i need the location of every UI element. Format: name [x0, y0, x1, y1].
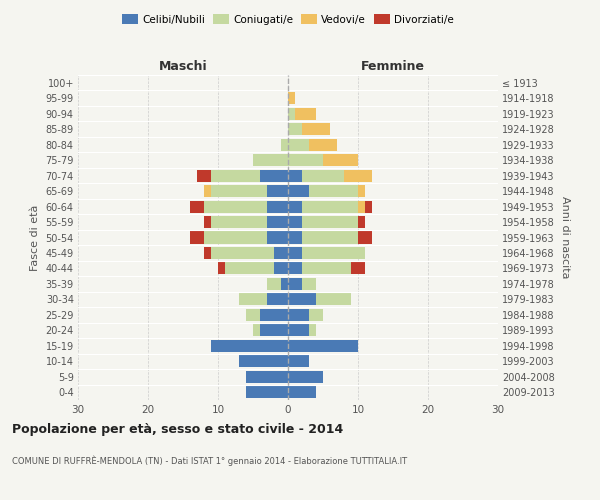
- Bar: [302, 200, 358, 212]
- Bar: [309, 138, 337, 150]
- Bar: [260, 324, 288, 336]
- Bar: [288, 278, 302, 290]
- Bar: [295, 108, 316, 120]
- Bar: [190, 232, 204, 243]
- Bar: [288, 170, 302, 181]
- Bar: [204, 232, 267, 243]
- Bar: [309, 185, 358, 197]
- Bar: [253, 154, 288, 166]
- Bar: [239, 294, 267, 306]
- Bar: [246, 371, 288, 383]
- Bar: [281, 138, 288, 150]
- Bar: [288, 138, 309, 150]
- Bar: [316, 294, 351, 306]
- Text: COMUNE DI RUFFRÈ-MENDOLA (TN) - Dati ISTAT 1° gennaio 2014 - Elaborazione TUTTIT: COMUNE DI RUFFRÈ-MENDOLA (TN) - Dati IST…: [12, 455, 407, 466]
- Bar: [225, 262, 274, 274]
- Bar: [288, 340, 358, 352]
- Bar: [288, 216, 302, 228]
- Bar: [288, 232, 302, 243]
- Bar: [358, 216, 365, 228]
- Bar: [211, 216, 267, 228]
- Bar: [267, 200, 288, 212]
- Y-axis label: Fasce di età: Fasce di età: [30, 204, 40, 270]
- Bar: [358, 232, 372, 243]
- Bar: [302, 278, 316, 290]
- Bar: [267, 216, 288, 228]
- Text: Maschi: Maschi: [158, 60, 208, 72]
- Bar: [211, 247, 274, 259]
- Bar: [288, 185, 309, 197]
- Bar: [211, 170, 260, 181]
- Bar: [288, 123, 302, 135]
- Bar: [267, 278, 281, 290]
- Bar: [302, 216, 358, 228]
- Bar: [239, 356, 288, 368]
- Bar: [288, 324, 309, 336]
- Bar: [274, 247, 288, 259]
- Bar: [260, 309, 288, 321]
- Legend: Celibi/Nubili, Coniugati/e, Vedovi/e, Divorziati/e: Celibi/Nubili, Coniugati/e, Vedovi/e, Di…: [118, 10, 458, 29]
- Y-axis label: Anni di nascita: Anni di nascita: [560, 196, 571, 279]
- Bar: [288, 386, 316, 398]
- Bar: [288, 371, 323, 383]
- Bar: [365, 200, 372, 212]
- Bar: [204, 185, 211, 197]
- Bar: [358, 185, 365, 197]
- Bar: [246, 386, 288, 398]
- Bar: [197, 170, 211, 181]
- Bar: [344, 170, 372, 181]
- Bar: [288, 92, 295, 104]
- Bar: [267, 294, 288, 306]
- Bar: [288, 108, 295, 120]
- Bar: [260, 170, 288, 181]
- Bar: [204, 247, 211, 259]
- Bar: [211, 340, 288, 352]
- Bar: [281, 278, 288, 290]
- Bar: [288, 154, 323, 166]
- Bar: [267, 185, 288, 197]
- Bar: [267, 232, 288, 243]
- Bar: [302, 170, 344, 181]
- Bar: [351, 262, 365, 274]
- Bar: [302, 247, 365, 259]
- Bar: [302, 262, 351, 274]
- Bar: [302, 232, 358, 243]
- Bar: [204, 216, 211, 228]
- Bar: [204, 200, 267, 212]
- Bar: [288, 294, 316, 306]
- Bar: [218, 262, 225, 274]
- Bar: [309, 309, 323, 321]
- Bar: [288, 262, 302, 274]
- Bar: [302, 123, 330, 135]
- Text: Popolazione per età, sesso e stato civile - 2014: Popolazione per età, sesso e stato civil…: [12, 422, 343, 436]
- Bar: [211, 185, 267, 197]
- Bar: [323, 154, 358, 166]
- Bar: [288, 309, 309, 321]
- Bar: [246, 309, 260, 321]
- Text: Femmine: Femmine: [361, 60, 425, 72]
- Bar: [253, 324, 260, 336]
- Bar: [309, 324, 316, 336]
- Bar: [288, 356, 309, 368]
- Bar: [274, 262, 288, 274]
- Bar: [190, 200, 204, 212]
- Bar: [358, 200, 365, 212]
- Bar: [288, 200, 302, 212]
- Bar: [288, 247, 302, 259]
